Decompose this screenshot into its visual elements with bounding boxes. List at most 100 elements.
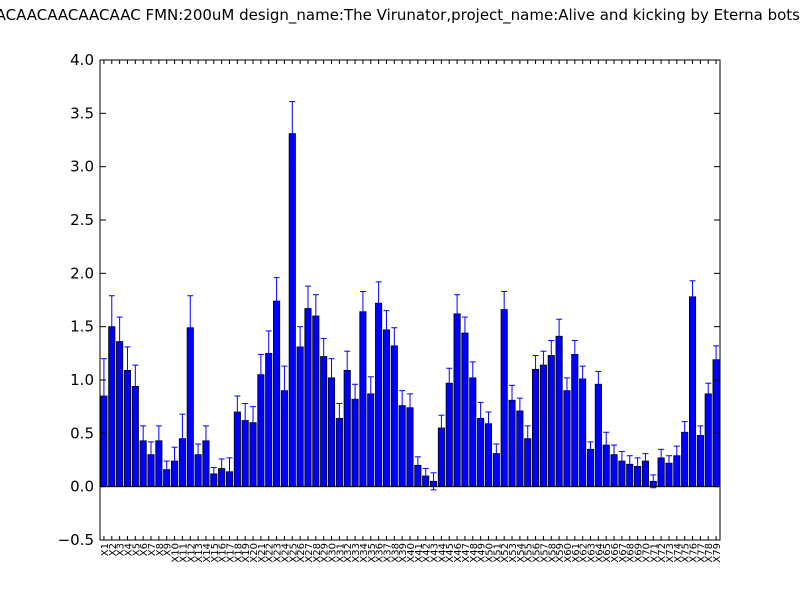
y-tick-label: 2.0 <box>70 264 94 282</box>
x-tick-label: X33 <box>351 543 362 563</box>
x-tick-label: X9 <box>163 543 174 556</box>
x-tick-label: X60 <box>563 543 574 563</box>
x-tick-label: X18 <box>233 543 244 563</box>
x-tick-label: X26 <box>296 543 307 563</box>
bar <box>571 353 579 488</box>
x-tick-label: X42 <box>422 543 433 563</box>
x-tick-label: X47 <box>461 543 472 563</box>
chart-title-container: AACAACAACAACAAC FMN:200uM design_name:Th… <box>0 6 800 32</box>
bars-group <box>100 133 720 488</box>
y-axis: −0.5 0.0 0.5 1.0 1.5 2.0 2.5 3.0 3.5 4.0 <box>58 51 720 549</box>
bar <box>539 364 547 488</box>
x-tick-label: X61 <box>571 543 582 563</box>
x-tick-label: X65 <box>602 543 613 563</box>
error-bars-group <box>100 101 720 491</box>
x-tick-label: X63 <box>587 543 598 563</box>
x-tick-label: X37 <box>382 543 393 563</box>
x-tick-label: X7 <box>147 543 158 556</box>
bar <box>563 390 571 488</box>
x-tick-label: X6 <box>139 543 150 556</box>
x-tick-label: X35 <box>367 543 378 563</box>
x-tick-label: X79 <box>712 543 723 563</box>
x-tick-label: X51 <box>492 543 503 563</box>
bar <box>500 309 508 488</box>
x-tick-label: X11 <box>178 543 189 563</box>
x-tick-label: X13 <box>194 543 205 563</box>
x-tick-label: X14 <box>202 543 213 563</box>
bar <box>704 393 712 488</box>
bar <box>390 345 398 488</box>
bar <box>382 329 390 488</box>
x-tick-label: X58 <box>547 543 558 563</box>
x-tick-label: X75 <box>681 543 692 563</box>
x-tick-label: X50 <box>484 543 495 563</box>
x-tick-label: X68 <box>626 543 637 563</box>
x-tick-label: X32 <box>343 543 354 563</box>
x-tick-label: X2 <box>108 543 119 556</box>
x-tick-label: X56 <box>532 543 543 563</box>
x-tick-label: X17 <box>225 543 236 563</box>
x-tick-label: X73 <box>665 543 676 563</box>
x-tick-label: X12 <box>186 543 197 563</box>
x-tick-label: X52 <box>500 543 511 563</box>
bar <box>555 335 563 488</box>
chart-title: AACAACAACAACAAC FMN:200uM design_name:Th… <box>0 6 800 24</box>
x-tick-label: X38 <box>390 543 401 563</box>
x-tick-label: X46 <box>453 543 464 563</box>
x-tick-label: X19 <box>241 543 252 563</box>
x-tick-label: X20 <box>249 543 260 563</box>
x-tick-label: X54 <box>516 543 527 563</box>
bar <box>461 332 469 488</box>
bar <box>288 133 296 488</box>
x-tick-label: X77 <box>696 543 707 563</box>
x-tick-label: X36 <box>375 543 386 563</box>
x-tick-label: X34 <box>359 543 370 563</box>
bar <box>579 378 587 488</box>
x-tick-label: X30 <box>328 543 339 563</box>
x-tick-label: X49 <box>477 543 488 563</box>
bar <box>304 308 312 488</box>
x-tick-label: X29 <box>320 543 331 563</box>
x-tick-label: X69 <box>634 543 645 563</box>
x-tick-label: X64 <box>594 543 605 563</box>
x-tick-label: X72 <box>657 543 668 563</box>
x-tick-label: X15 <box>210 543 221 563</box>
x-tick-label: X31 <box>335 543 346 563</box>
bar <box>532 368 540 488</box>
x-tick-label: X39 <box>398 543 409 563</box>
bar <box>453 313 461 488</box>
bar <box>547 355 555 488</box>
x-tick-label: X28 <box>312 543 323 563</box>
y-tick-label: 0.5 <box>70 424 94 442</box>
x-tick-label: X55 <box>524 543 535 563</box>
y-tick-label: 2.5 <box>70 211 94 229</box>
bar <box>296 346 304 488</box>
x-tick-label: X41 <box>414 543 425 563</box>
x-tick-label: X43 <box>430 543 441 563</box>
x-tick-label: X66 <box>610 543 621 563</box>
x-tick-label: X21 <box>257 543 268 563</box>
bar <box>320 356 328 488</box>
x-tick-label: X71 <box>649 543 660 563</box>
x-tick-label: X22 <box>265 543 276 563</box>
x-tick-label: X45 <box>445 543 456 563</box>
x-tick-label: X57 <box>539 543 550 563</box>
x-tick-label: X25 <box>288 543 299 563</box>
y-tick-label: 4.0 <box>70 51 94 69</box>
x-tick-label: X67 <box>618 543 629 563</box>
y-tick-label: −0.5 <box>58 531 94 549</box>
x-tick-label: X23 <box>273 543 284 563</box>
x-tick-label: X8 <box>155 543 166 556</box>
bar <box>312 315 320 488</box>
x-tick-label: X4 <box>123 543 134 556</box>
x-tick-label: X53 <box>508 543 519 563</box>
x-tick-label: X74 <box>673 543 684 563</box>
bar <box>273 300 281 488</box>
y-tick-label: 0.0 <box>70 478 94 496</box>
x-tick-label: X10 <box>171 543 182 563</box>
x-tick-label: X59 <box>555 543 566 563</box>
x-tick-label: X48 <box>469 543 480 563</box>
bar <box>445 382 453 488</box>
y-tick-label: 3.0 <box>70 158 94 176</box>
